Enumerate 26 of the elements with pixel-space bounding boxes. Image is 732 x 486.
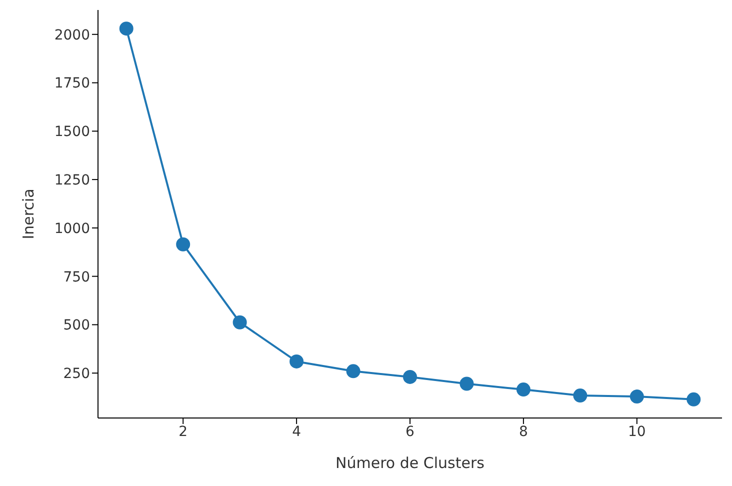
point	[290, 354, 304, 368]
y-tick-label: 1250	[54, 172, 90, 189]
point	[460, 376, 474, 391]
y-tick-label: 1500	[54, 124, 90, 140]
point	[232, 315, 247, 330]
x-tick-label: 8	[518, 424, 528, 440]
y-tick-label: 250	[63, 366, 90, 382]
point	[403, 370, 417, 384]
point	[176, 237, 190, 252]
x-tick-label: 6	[406, 424, 415, 440]
y-tick-label: 1000	[54, 220, 90, 237]
y-tick-label: 500	[63, 318, 90, 334]
x-tick-label: 2	[178, 424, 188, 440]
point	[686, 392, 701, 406]
point	[346, 364, 360, 378]
y-tick-label: 750	[63, 269, 90, 286]
point	[119, 22, 134, 36]
point	[630, 390, 644, 404]
x-axis-title: Número de Clusters	[336, 454, 485, 472]
point	[516, 382, 530, 397]
point	[573, 388, 588, 403]
x-tick-label: 10	[628, 424, 646, 440]
x-tick-label: 4	[292, 424, 302, 440]
y-tick-label: 2000	[54, 27, 90, 44]
y-tick-label: 1750	[54, 76, 90, 92]
y-axis-title: Inercia	[19, 188, 38, 240]
